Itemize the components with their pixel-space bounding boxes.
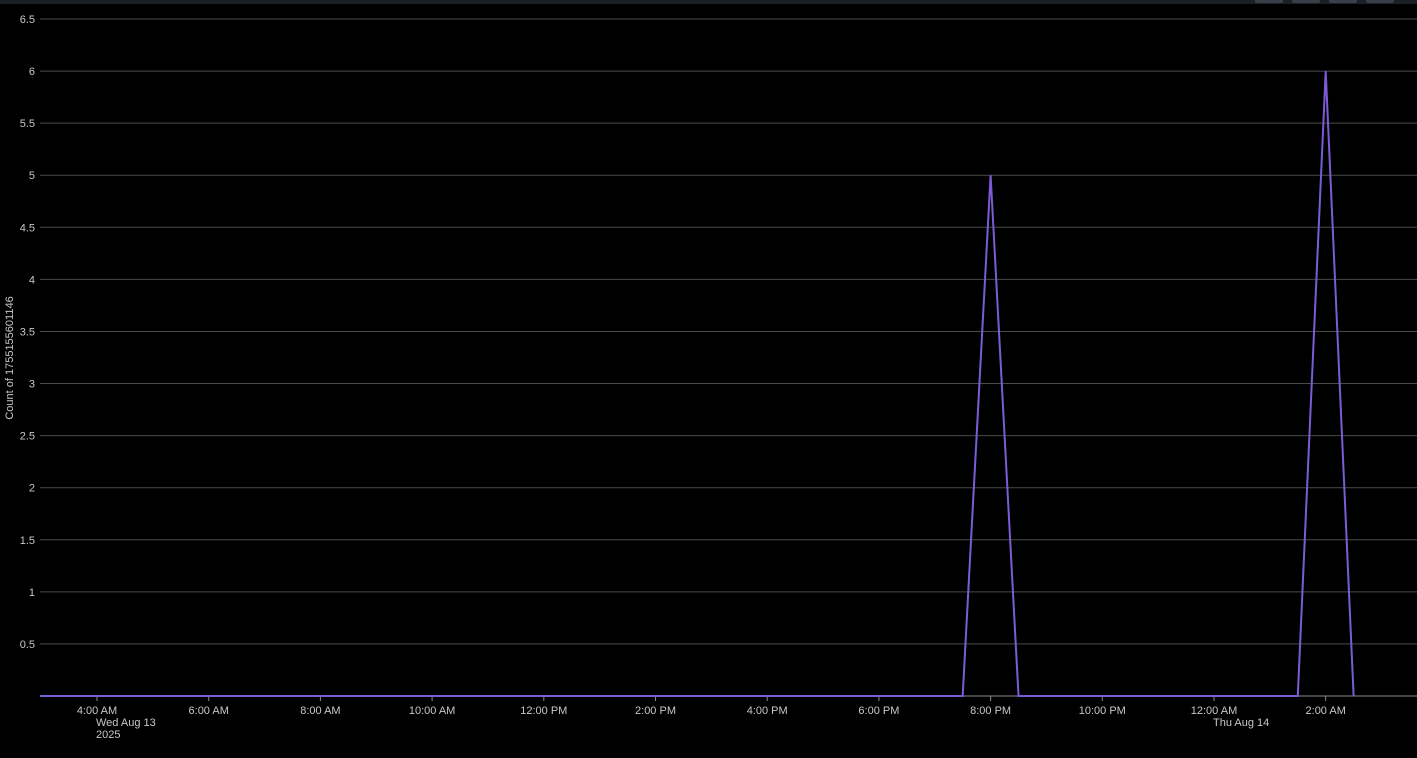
- x-tick-label: 2:00 PM: [635, 705, 676, 717]
- y-tick-label: 4.5: [20, 222, 35, 234]
- y-tick-label: 2: [29, 483, 35, 495]
- toolbar-button[interactable]: [1255, 0, 1283, 3]
- series-line: [40, 71, 1355, 697]
- x-tick-label: 6:00 AM: [189, 705, 229, 717]
- series-layer: [40, 71, 1355, 697]
- x-tick-label: 12:00 PM: [520, 705, 567, 717]
- toolbar-button[interactable]: [1329, 0, 1357, 3]
- x-tick-label: 12:00 AM: [1191, 705, 1237, 717]
- x-tick-label: 2:00 AM: [1306, 705, 1346, 717]
- y-tick-label: 6: [29, 66, 35, 78]
- x-tick-label: 8:00 PM: [970, 705, 1011, 717]
- x-tick-label: 8:00 AM: [300, 705, 340, 717]
- toolbar-button[interactable]: [1292, 0, 1320, 3]
- panel-top-bar: [0, 0, 1417, 4]
- y-tick-label: 4: [29, 274, 35, 286]
- y-tick-label: 6.5: [20, 14, 35, 26]
- x-tick-sublabel: Thu Aug 14: [1213, 717, 1269, 729]
- x-tick-label: 4:00 AM: [77, 705, 117, 717]
- x-tick-sublabel: 2025: [96, 729, 120, 741]
- y-tick-label: 3.5: [20, 326, 35, 338]
- toolbar-button[interactable]: [1366, 0, 1394, 3]
- y-tick-label: 5.5: [20, 118, 35, 130]
- y-axis-label: Count of 1755155601146: [4, 296, 16, 419]
- x-tick-label: 4:00 PM: [747, 705, 788, 717]
- y-tick-label: 3: [29, 379, 35, 391]
- x-tick-label: 10:00 PM: [1079, 705, 1126, 717]
- x-tick-label: 10:00 AM: [409, 705, 455, 717]
- y-tick-label: 2.5: [20, 431, 35, 443]
- y-tick-label: 1.5: [20, 535, 35, 547]
- y-tick-label: 5: [29, 170, 35, 182]
- x-tick-label: 6:00 PM: [858, 705, 899, 717]
- y-tick-label: 0.5: [20, 639, 35, 651]
- y-axis-ticks: 0.5 1 1.5 2 2.5 3 3.5 4 4.5 5 5.5 6 6.5: [20, 14, 35, 651]
- gridlines: [40, 18, 1417, 645]
- x-tick-sublabel: Wed Aug 13: [96, 717, 156, 729]
- y-tick-label: 1: [29, 587, 35, 599]
